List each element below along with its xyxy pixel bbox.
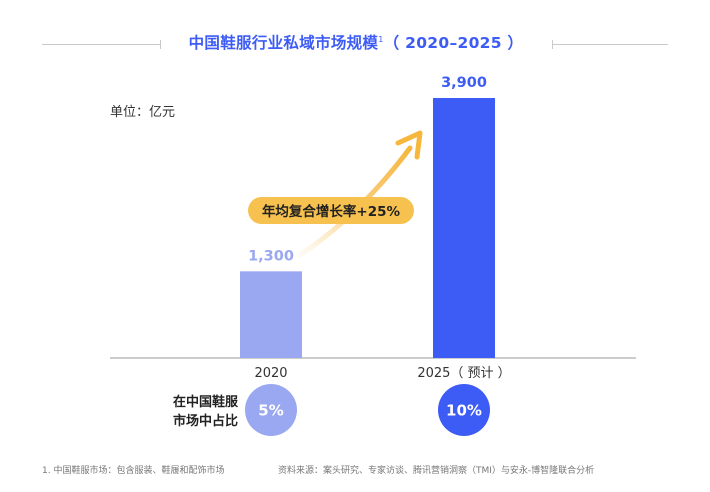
chart-title-years: （ 2020–2025 ） [383,34,524,52]
share-value: 5% [258,402,283,420]
cagr-badge-text: 年均复合增长率+25% [262,203,401,220]
chart-title-main: 中国鞋服行业私域市场规模 [188,34,379,52]
share-label-line2: 市场中占比 [172,414,238,429]
x-tick-label: 2025（ 预计 ） [417,366,510,381]
title-rule-left [42,44,160,45]
title-rule-left-end [160,40,161,49]
footnote-source: 资料来源：案头研究、专家访谈、腾讯营销洞察（TMI）与安永-博智隆联合分析 [278,466,595,476]
share-circle [245,384,297,436]
footnote-definition: 1. 中国鞋服市场：包含服装、鞋履和配饰市场 [42,466,225,476]
title-rule-right [552,44,668,45]
title-footnote-marker: 1 [378,34,384,44]
bar-value-label: 3,900 [441,75,487,91]
share-value: 10% [446,402,482,420]
growth-arrow-head [395,130,423,160]
cagr-badge [248,197,414,224]
title-rule-right-end [552,40,553,49]
x-tick-label: 2020 [254,366,287,381]
share-label-line1: 在中国鞋服 [172,395,238,410]
unit-label: 单位：亿元 [110,105,176,120]
share-circle [438,384,490,436]
bar-2020 [240,271,302,358]
bar-2025 [433,98,495,358]
share-label: 在中国鞋服 市场中占比 [118,393,238,431]
chart-title: 中国鞋服行业私域市场规模1（ 2020–2025 ） [164,31,548,53]
bar-value-label: 1,300 [248,248,294,264]
